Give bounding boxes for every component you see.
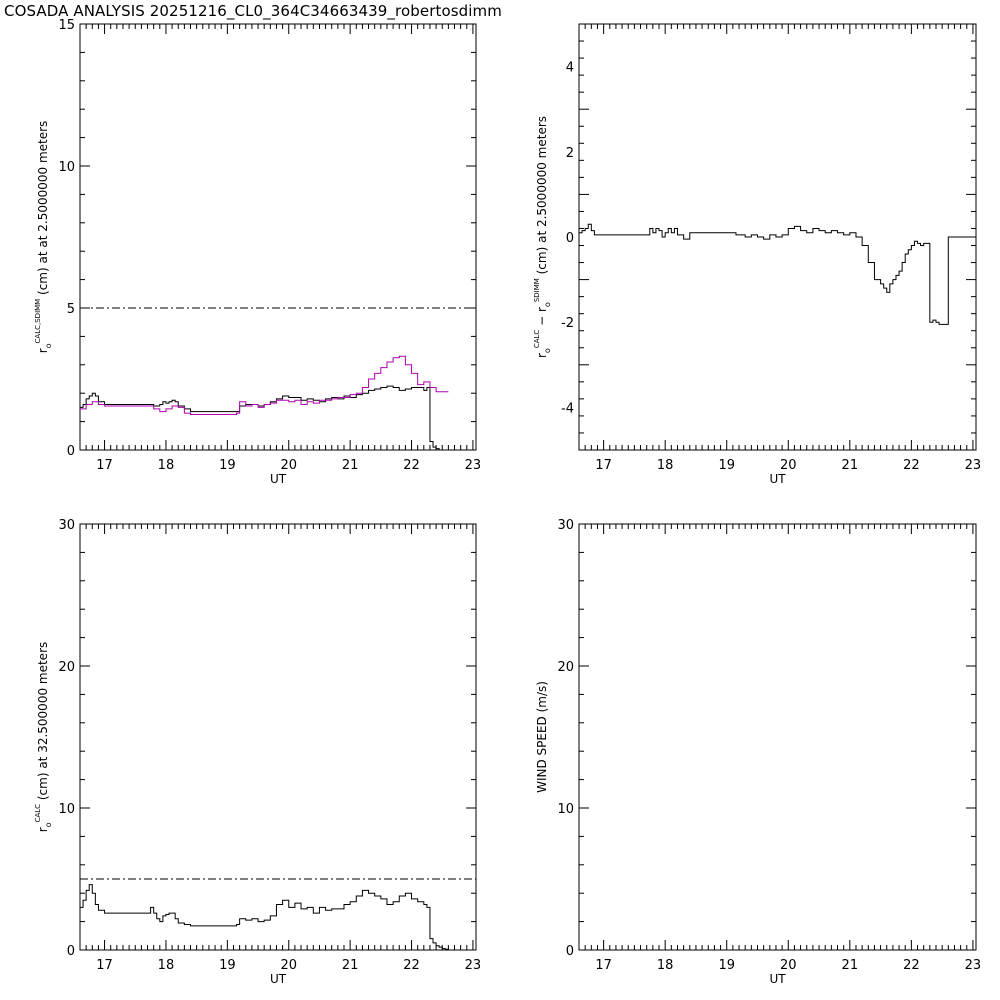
x-tick-label: 23 [465, 458, 482, 473]
label-rest: (cm) at at 2.5000000 meters [36, 121, 50, 299]
x-tick-label: 23 [965, 458, 982, 473]
x-tick-label: 18 [657, 458, 674, 473]
chart-panel-top-left: 17 18 19 20 21 22 23 UT 0 5 10 15 roCALC,SDIMM (cm) … [34, 18, 481, 486]
y-tick-label: 0 [67, 944, 75, 959]
y-tick-label: 30 [557, 518, 574, 533]
label-sup: CALC,SDIMM [34, 299, 42, 344]
y-tick-label: 0 [566, 231, 574, 246]
y-axis-label: roCALC,SDIMM (cm) at at 2.5000000 meters [34, 121, 53, 354]
x-tick-label: 19 [718, 458, 735, 473]
label-rest: WIND SPEED (m/s) [535, 681, 549, 793]
series-line-0 [579, 223, 976, 325]
x-tick-label: 22 [903, 958, 920, 973]
label-sup: CALC [34, 804, 42, 823]
y-axis-label: roCALC − roSDIMM (cm) at 2.5000000 meter… [533, 116, 552, 358]
x-tick-label: 20 [280, 458, 297, 473]
x-axis-label: UT [270, 472, 287, 486]
x-tick-label: 22 [903, 458, 920, 473]
chart-panel-bottom-right: 17 18 19 20 21 22 23 UT 0 10 20 30 WIND SPEED (m/s) [535, 518, 981, 986]
y-tick-label: 0 [566, 944, 574, 959]
x-tick-label: 18 [158, 458, 175, 473]
y-tick-label: 20 [58, 660, 75, 675]
y-tick-label: -2 [561, 316, 574, 331]
y-axis-label: roCALC (cm) at 32.500000 meters [34, 642, 53, 833]
x-tick-label: 19 [219, 458, 236, 473]
label-rest: (cm) at 2.5000000 meters [535, 116, 549, 278]
page-title: COSADA ANALYSIS 20251216_CL0_364C3466343… [4, 2, 502, 20]
y-axis-label: WIND SPEED (m/s) [535, 681, 549, 793]
y-tick-label: -4 [561, 401, 574, 416]
label-rest: (cm) at 32.500000 meters [36, 642, 50, 804]
x-tick-label: 17 [96, 958, 113, 973]
label-sup: SDIMM [533, 278, 541, 302]
label-r: r [36, 827, 50, 832]
y-tick-label: 0 [67, 444, 75, 459]
label-sup: CALC [533, 330, 541, 349]
x-tick-label: 23 [965, 958, 982, 973]
y-tick-label: 2 [566, 146, 574, 161]
x-tick-label: 21 [342, 458, 359, 473]
x-tick-label: 17 [595, 458, 612, 473]
label-mid: − r [535, 307, 549, 330]
label-sub: o [44, 822, 53, 827]
plot-frame [79, 523, 477, 951]
x-tick-label: 22 [403, 458, 420, 473]
x-tick-label: 22 [403, 958, 420, 973]
label-sub: o [543, 302, 552, 307]
y-tick-label: 10 [557, 802, 574, 817]
plot-frame [79, 23, 477, 451]
series-line-0 [80, 385, 449, 451]
x-axis-label: UT [769, 472, 786, 486]
label-r: r [535, 353, 549, 358]
x-axis-label: UT [270, 972, 287, 986]
x-tick-label: 21 [842, 958, 859, 973]
y-tick-label: 10 [58, 802, 75, 817]
y-tick-label: 15 [58, 18, 75, 33]
chart-panel-bottom-left: 17 18 19 20 21 22 23 UT 0 10 20 30 roCALC (cm) at 32… [34, 518, 481, 986]
chart-panel-top-right: 17 18 19 20 21 22 23 UT -4 -2 0 2 4 roCALC − roSDIMM … [533, 23, 982, 486]
label-sub: o [543, 348, 552, 353]
x-tick-label: 20 [780, 958, 797, 973]
y-tick-label: 5 [67, 302, 75, 317]
x-tick-label: 19 [219, 958, 236, 973]
x-tick-label: 23 [465, 958, 482, 973]
x-tick-label: 18 [657, 958, 674, 973]
y-tick-label: 20 [557, 660, 574, 675]
y-tick-label: 4 [566, 61, 574, 76]
x-tick-label: 19 [718, 958, 735, 973]
label-sub: o [44, 343, 53, 348]
x-tick-label: 17 [595, 958, 612, 973]
x-tick-label: 17 [96, 458, 113, 473]
series-line-1 [80, 355, 449, 415]
label-r: r [36, 348, 50, 353]
y-tick-label: 10 [58, 160, 75, 175]
series-line-0 [80, 884, 449, 950]
x-tick-label: 20 [280, 958, 297, 973]
x-tick-label: 18 [158, 958, 175, 973]
x-tick-label: 21 [842, 458, 859, 473]
x-tick-label: 21 [342, 958, 359, 973]
y-tick-label: 30 [58, 518, 75, 533]
x-axis-label: UT [769, 972, 786, 986]
x-tick-label: 20 [780, 458, 797, 473]
plot-frame [578, 523, 977, 951]
